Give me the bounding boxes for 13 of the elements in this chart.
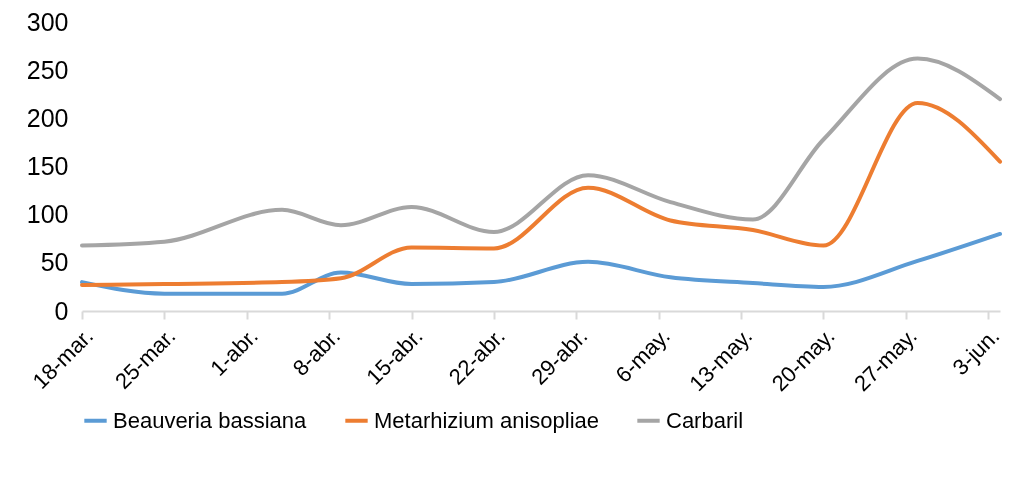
y-tick-label: 250 (26, 55, 69, 84)
legend-label: Beauveria bassiana (113, 407, 308, 433)
line-series (80, 56, 1002, 248)
y-tick-label: 150 (26, 152, 69, 180)
line-series (80, 100, 1002, 287)
legend-label: Metarhizium anisopliae (374, 407, 599, 433)
legend-label: Carbaril (666, 407, 744, 433)
y-tick-label: 100 (26, 200, 69, 229)
y-tick-label: 0 (54, 296, 69, 325)
y-tick-label: 300 (26, 7, 69, 36)
y-tick-label: 50 (40, 248, 69, 277)
y-tick-label: 200 (26, 103, 69, 132)
line-series (80, 231, 1002, 296)
